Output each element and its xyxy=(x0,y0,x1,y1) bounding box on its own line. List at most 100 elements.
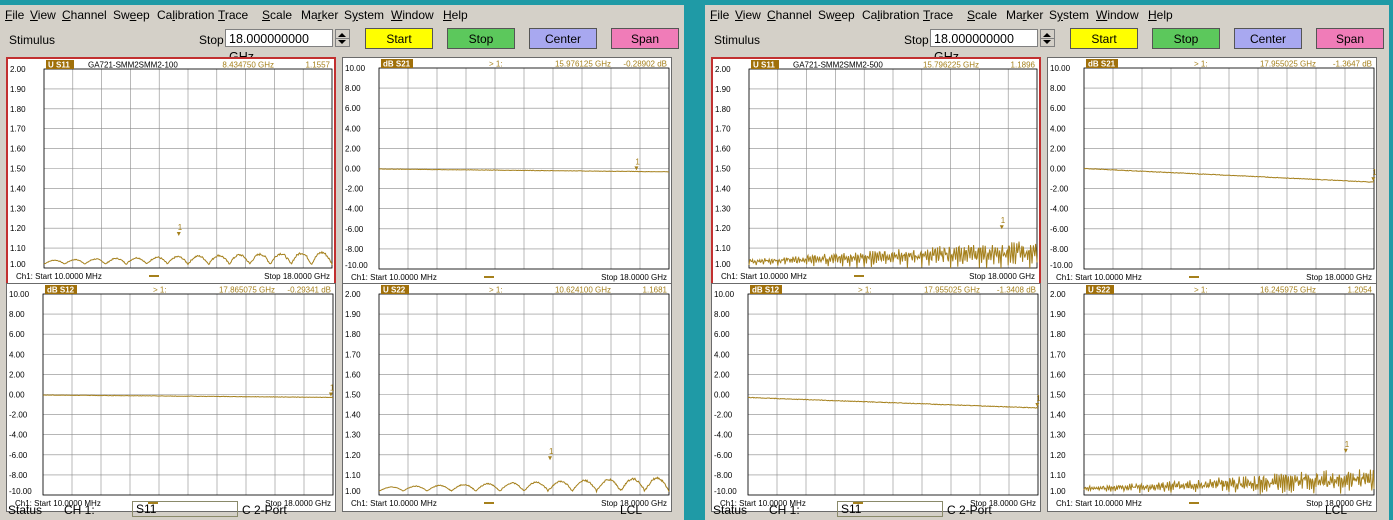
marker-1-icon[interactable] xyxy=(176,231,181,236)
y-tick-label: 1.60 xyxy=(715,145,731,154)
grid xyxy=(748,68,1038,269)
y-tick-label: -6.00 xyxy=(9,451,28,460)
menu-item-sweep[interactable]: Sweep xyxy=(818,8,855,22)
stop-frequency-spinner[interactable] xyxy=(1040,29,1055,47)
y-tick-label: 1.20 xyxy=(10,224,26,233)
menu-item-scale[interactable]: Scale xyxy=(967,8,998,22)
menu-item-help[interactable]: Help xyxy=(443,8,468,22)
stop-frequency-spinner[interactable] xyxy=(335,29,350,47)
menu-item-file[interactable]: File xyxy=(710,8,730,22)
span-button[interactable]: Span xyxy=(611,28,679,49)
y-tick-label: 1.90 xyxy=(715,85,731,94)
marker-1-icon[interactable] xyxy=(328,392,333,397)
sweep-start-label: Ch1: Start 10.0000 MHz xyxy=(1056,499,1142,508)
stop-frequency-input[interactable]: 18.000000000 GHz xyxy=(930,29,1038,64)
menu-item-file[interactable]: File xyxy=(5,8,25,22)
marker-number: 1 xyxy=(1372,168,1376,177)
trace-badge[interactable] xyxy=(1086,59,1118,68)
y-tick-label: -10.00 xyxy=(714,487,737,496)
stop-button[interactable]: Stop xyxy=(1152,28,1220,49)
y-tick-label: -8.00 xyxy=(9,471,28,480)
menu-item-help[interactable]: Help xyxy=(1148,8,1173,22)
menu-item-trace[interactable]: Trace xyxy=(218,8,249,22)
span-button[interactable]: Span xyxy=(1316,28,1384,49)
y-tick-label: 1.80 xyxy=(10,105,26,114)
trace-badge[interactable] xyxy=(46,60,74,69)
trace-badge[interactable] xyxy=(751,60,779,69)
trace-title: GA721-SMM2SMM2-500 xyxy=(793,61,883,70)
menu-item-scale[interactable]: Scale xyxy=(262,8,293,22)
y-tick-label: 1.30 xyxy=(1050,431,1066,440)
menu-item-view[interactable]: View xyxy=(735,8,761,22)
menu-item-view[interactable]: View xyxy=(30,8,56,22)
spin-up-icon[interactable] xyxy=(338,33,346,37)
menu-item-marker[interactable]: Marker xyxy=(1006,8,1044,22)
marker-value: 1.2054 xyxy=(1348,286,1373,295)
trace-badge[interactable] xyxy=(381,59,413,68)
trace-badge[interactable] xyxy=(750,285,782,294)
y-tick-label: 0.00 xyxy=(345,165,361,174)
y-tick-label: -6.00 xyxy=(1050,225,1069,234)
trace-plot-db-s21[interactable]: 10.00 8.00 6.00 4.00 2.00 0.00 -2.00 -4.00 -6.00… xyxy=(1047,57,1377,286)
menu-item-system[interactable]: System xyxy=(344,8,385,22)
trace-plot-db-s12[interactable]: 10.00 8.00 6.00 4.00 2.00 0.00 -2.00 -4.00 -6.00… xyxy=(711,283,1041,512)
trace-badge[interactable] xyxy=(1086,285,1114,294)
marker-1-icon[interactable] xyxy=(1343,448,1348,453)
marker-frequency: 17.865075 GHz xyxy=(219,286,275,295)
marker-frequency: 10.624100 GHz xyxy=(555,286,611,295)
spin-up-icon[interactable] xyxy=(1043,33,1051,37)
trace-legend-swatch xyxy=(1189,276,1199,278)
marker-value: 1.1896 xyxy=(1011,61,1036,70)
menu-item-channel[interactable]: Channel xyxy=(62,8,107,22)
menu-item-calibration[interactable]: Calibration xyxy=(862,8,920,22)
trace-line xyxy=(378,168,670,173)
marker-1-icon[interactable] xyxy=(1371,177,1376,182)
stop-label: Stop xyxy=(904,33,929,47)
y-tick-label: 2.00 xyxy=(1050,144,1066,153)
stop-frequency-input[interactable]: 18.000000000 GHz xyxy=(225,29,333,64)
trace-legend-swatch xyxy=(149,275,159,277)
sweep-start-label: Ch1: Start 10.0000 MHz xyxy=(351,499,437,508)
marker-1-icon[interactable] xyxy=(548,456,553,461)
y-tick-label: -2.00 xyxy=(1050,185,1069,194)
menu-item-sweep[interactable]: Sweep xyxy=(113,8,150,22)
start-button[interactable]: Start xyxy=(365,28,433,49)
stop-button[interactable]: Stop xyxy=(447,28,515,49)
trace-plot-u-s22[interactable]: 2.00 1.90 1.80 1.70 1.60 1.50 1.40 1.30 1.20 1.10… xyxy=(1047,283,1377,512)
trace-plot-u-s11[interactable]: 2.00 1.90 1.80 1.70 1.60 1.50 1.40 1.30 1.20 1.10… xyxy=(711,57,1041,286)
trace-chart: 10.00 8.00 6.00 4.00 2.00 0.00 -2.00 -4.00 -6.00… xyxy=(9,285,335,508)
trace-plot-db-s12[interactable]: 10.00 8.00 6.00 4.00 2.00 0.00 -2.00 -4.00 -6.00… xyxy=(6,283,336,512)
menu-item-system[interactable]: System xyxy=(1049,8,1090,22)
menu-bar: File View Channel Sweep Calibration Trace Scal… xyxy=(705,5,1389,25)
trace-chart: 2.00 1.90 1.80 1.70 1.60 1.50 1.40 1.30 1.20 1.10… xyxy=(10,60,333,281)
port-info: C 2-Port xyxy=(947,503,992,517)
spin-down-icon[interactable] xyxy=(1043,40,1051,44)
center-button[interactable]: Center xyxy=(529,28,597,49)
menu-item-window[interactable]: Window xyxy=(391,8,434,22)
menu-item-trace[interactable]: Trace xyxy=(923,8,954,22)
start-button[interactable]: Start xyxy=(1070,28,1138,49)
marker-number: 1 xyxy=(1036,394,1040,403)
spin-down-icon[interactable] xyxy=(338,40,346,44)
y-tick-label: 1.60 xyxy=(345,370,361,379)
menu-item-channel[interactable]: Channel xyxy=(767,8,812,22)
center-button[interactable]: Center xyxy=(1234,28,1302,49)
menu-item-marker[interactable]: Marker xyxy=(301,8,339,22)
plot-frame xyxy=(42,293,334,496)
trace-line xyxy=(378,476,670,494)
marker-1-icon[interactable] xyxy=(999,225,1004,230)
trace-plot-u-s11[interactable]: 2.00 1.90 1.80 1.70 1.60 1.50 1.40 1.30 1.20 1.10… xyxy=(6,57,336,286)
marker-prefix: > 1: xyxy=(858,286,872,295)
trace-plot-u-s22[interactable]: 2.00 1.90 1.80 1.70 1.60 1.50 1.40 1.30 1.20 1.10… xyxy=(342,283,672,512)
menu-item-window[interactable]: Window xyxy=(1096,8,1139,22)
y-tick-label: 1.20 xyxy=(345,451,361,460)
marker-1-icon[interactable] xyxy=(634,166,639,171)
marker-1-icon[interactable] xyxy=(1035,402,1040,407)
y-tick-label: 1.70 xyxy=(345,350,361,359)
trace-plot-db-s21[interactable]: 10.00 8.00 6.00 4.00 2.00 0.00 -2.00 -4.00 -6.00… xyxy=(342,57,672,286)
trace-badge[interactable] xyxy=(45,285,77,294)
y-tick-label: 4.00 xyxy=(1050,124,1066,133)
status-bar: Status CH 1: S11 C 2-Port LCL xyxy=(705,499,1389,520)
menu-item-calibration[interactable]: Calibration xyxy=(157,8,215,22)
trace-badge[interactable] xyxy=(381,285,409,294)
